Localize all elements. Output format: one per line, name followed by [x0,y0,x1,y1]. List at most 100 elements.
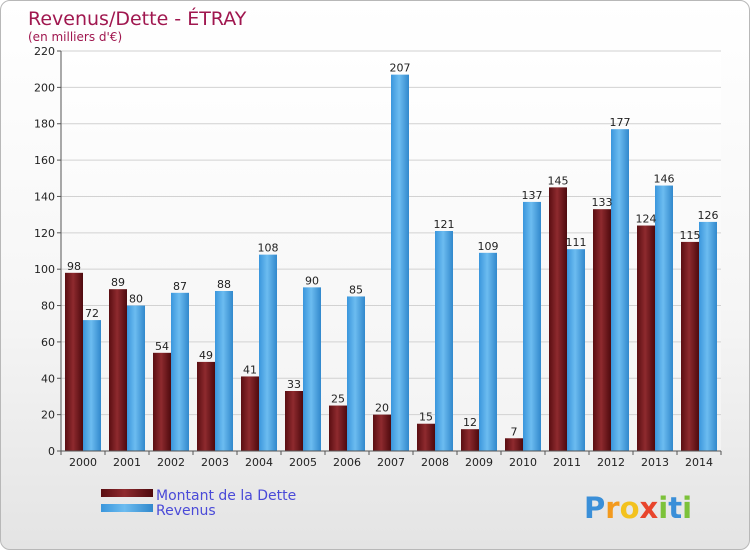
x-tick-label: 2003 [201,456,229,469]
bar-revenus [127,305,145,451]
data-label-revenus: 85 [349,283,363,296]
data-label-debt: 54 [155,340,169,353]
bar-debt [417,423,435,451]
bar-debt [505,438,523,451]
data-label-revenus: 121 [434,218,455,231]
bar-revenus [479,252,497,451]
bar-debt [65,272,83,451]
y-tick-label: 20 [41,409,55,422]
bar-revenus [83,320,101,451]
legend-label-revenus: Revenus [156,503,216,519]
bar-revenus [655,185,673,451]
bar-revenus [303,287,321,451]
logo-letter: x [640,491,659,525]
x-tick-label: 2004 [245,456,273,469]
data-label-debt: 15 [419,411,433,424]
x-tick-label: 2001 [113,456,141,469]
data-labels-layer: 9872898054874988411083390258520207151211… [67,62,719,439]
data-label-debt: 124 [636,213,657,226]
bar-debt [197,361,215,451]
bar-revenus [347,296,365,451]
data-label-debt: 33 [287,378,301,391]
y-tick-label: 80 [41,300,55,313]
x-tick-label: 2012 [597,456,625,469]
y-tick-label: 60 [41,336,55,349]
x-tick-label: 2006 [333,456,361,469]
data-label-debt: 7 [511,425,518,438]
x-tick-label: 2010 [509,456,537,469]
legend-swatch-revenus [101,504,153,512]
data-label-revenus: 72 [85,307,99,320]
bar-debt [549,187,567,451]
data-label-revenus: 207 [390,62,411,75]
x-tick-labels: 2000 2001 2002 2003 2004 2005 2006 2007 2008 2009… [60,451,722,469]
data-label-revenus: 80 [129,293,143,306]
bar-revenus [523,201,541,451]
data-label-debt: 20 [375,402,389,415]
data-label-revenus: 88 [217,278,231,291]
y-tick-label: 200 [34,81,55,94]
data-label-debt: 145 [548,174,569,187]
x-tick-label: 2000 [69,456,97,469]
bar-debt [637,225,655,451]
data-label-debt: 98 [67,260,81,273]
logo-letter: r [605,491,620,525]
bar-revenus [699,221,717,451]
data-label-debt: 49 [199,349,213,362]
data-label-revenus: 126 [698,209,719,222]
logo-letter: P [584,491,605,525]
data-label-debt: 12 [463,416,477,429]
bar-debt [241,376,259,451]
x-tick-label: 2005 [289,456,317,469]
chart-subtitle: (en milliers d'€) [28,30,122,44]
x-tick-label: 2007 [377,456,405,469]
logo-letter: i [682,491,692,525]
x-tick-label: 2014 [685,456,713,469]
logo-letter: t [668,491,682,525]
x-tick-label: 2013 [641,456,669,469]
legend: Montant de la Dette Revenus [101,488,296,519]
logo-letter: i [658,491,668,525]
y-tick-labels: 0 20 40 60 80 100 120 140 160 180 200 220 [34,45,61,458]
x-tick-label: 2009 [465,456,493,469]
bar-revenus [567,249,585,451]
bars-layer [65,74,717,452]
x-tick-label: 2011 [553,456,581,469]
x-tick-label: 2008 [421,456,449,469]
y-tick-label: 140 [34,190,55,203]
data-label-debt: 25 [331,393,345,406]
bar-revenus [259,254,277,451]
bar-debt [373,414,391,451]
data-label-revenus: 90 [305,274,319,287]
bar-debt [329,405,347,451]
data-label-revenus: 137 [522,189,543,202]
data-label-debt: 41 [243,363,257,376]
chart-title: Revenus/Dette - ÉTRAY [28,7,247,30]
data-label-revenus: 177 [610,116,631,129]
x-tick-label: 2002 [157,456,185,469]
y-tick-label: 100 [34,263,55,276]
bar-revenus [215,291,233,451]
y-tick-label: 160 [34,154,55,167]
logo-letter: o [620,491,640,525]
data-label-revenus: 87 [173,280,187,293]
legend-swatch-debt [101,489,153,497]
bar-revenus [171,292,189,451]
bar-debt [681,241,699,451]
y-tick-label: 120 [34,227,55,240]
bar-debt [153,352,171,451]
bar-revenus [391,74,409,452]
y-tick-label: 220 [34,45,55,58]
data-label-debt: 115 [680,229,701,242]
bar-debt [109,289,127,451]
legend-label-debt: Montant de la Dette [156,488,296,504]
data-label-debt: 133 [592,196,613,209]
data-label-revenus: 109 [478,240,499,253]
data-label-debt: 89 [111,276,125,289]
bar-revenus [611,129,629,451]
bar-debt [461,429,479,451]
y-tick-label: 40 [41,372,55,385]
data-label-revenus: 111 [566,236,587,249]
